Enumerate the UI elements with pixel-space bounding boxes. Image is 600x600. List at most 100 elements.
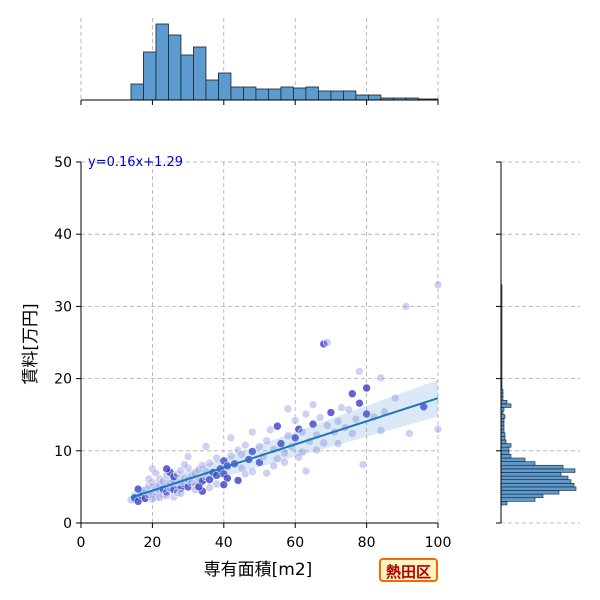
scatter-point bbox=[301, 466, 311, 476]
y-tick-label: 10 bbox=[54, 444, 72, 460]
scatter-point bbox=[312, 445, 321, 455]
scatter-point bbox=[401, 302, 411, 311]
regression-line-group bbox=[130, 379, 439, 504]
scatter-point bbox=[348, 429, 357, 438]
scatter-point bbox=[180, 460, 189, 469]
scatter-point bbox=[348, 389, 357, 399]
x-tick-label: 80 bbox=[358, 535, 376, 551]
y-hist-bar bbox=[500, 454, 512, 459]
x-hist-bar bbox=[130, 83, 144, 101]
scatter-point bbox=[176, 489, 186, 498]
regression-confidence-band bbox=[130, 379, 439, 504]
scatter-point bbox=[262, 436, 271, 445]
scatter-point bbox=[194, 465, 204, 474]
scatter-point bbox=[240, 440, 250, 450]
x-tick-label: 40 bbox=[215, 535, 233, 551]
x-tick-label: 20 bbox=[143, 535, 161, 551]
regression-equation-label: y=0.16x+1.29 bbox=[88, 155, 183, 170]
x-hist-bar bbox=[205, 79, 219, 101]
scatter-point bbox=[205, 483, 214, 492]
y-hist-bar bbox=[500, 464, 564, 470]
y-hist-bar bbox=[500, 472, 562, 477]
y-tick-label: 40 bbox=[54, 227, 72, 243]
scatter-point bbox=[183, 463, 193, 473]
scatter-point bbox=[362, 383, 371, 393]
scatter-point bbox=[280, 458, 289, 467]
x-hist-bar bbox=[168, 34, 182, 101]
scatter-point bbox=[233, 445, 243, 455]
scatter-point bbox=[162, 491, 171, 500]
scatter-point bbox=[205, 458, 214, 468]
scatter-point bbox=[144, 474, 154, 484]
x-hist-bar bbox=[355, 94, 369, 101]
scatter-point bbox=[255, 442, 264, 451]
x-tick-label: 100 bbox=[425, 535, 452, 551]
scatter-point bbox=[183, 452, 193, 461]
scatter-point bbox=[294, 452, 304, 462]
x-hist-bar bbox=[318, 90, 332, 101]
y-tick-label: 20 bbox=[54, 372, 72, 388]
y-hist-bar bbox=[500, 501, 508, 506]
scatter-point bbox=[248, 467, 257, 477]
scatter-point bbox=[226, 433, 236, 443]
scatter-point bbox=[262, 468, 271, 478]
regression-line bbox=[130, 397, 439, 499]
y-hist-bar bbox=[500, 493, 544, 499]
x-hist-bar bbox=[218, 72, 232, 101]
y-hist-bar bbox=[500, 457, 526, 462]
scatter-point bbox=[133, 484, 143, 494]
y-hist-bar bbox=[500, 450, 510, 455]
scatter-point bbox=[248, 427, 257, 437]
scatter-point bbox=[433, 424, 443, 434]
x-hist-bar bbox=[243, 86, 257, 101]
scatter-point bbox=[333, 416, 343, 426]
y-hist-bar bbox=[500, 479, 572, 484]
x-tick-label: 60 bbox=[286, 535, 304, 551]
scatter-point bbox=[173, 469, 182, 479]
scatter-point bbox=[273, 454, 282, 464]
scatter-point bbox=[298, 447, 307, 457]
scatter-point bbox=[201, 442, 211, 451]
y-hist-bar bbox=[500, 475, 569, 480]
scatter-point bbox=[237, 450, 246, 459]
scatter-point bbox=[155, 493, 164, 503]
scatter-point bbox=[290, 416, 300, 425]
scatter-point bbox=[169, 492, 179, 502]
scatter-point bbox=[337, 403, 346, 412]
y-hist-bar bbox=[500, 446, 510, 452]
y-hist-bar bbox=[500, 482, 575, 488]
y-hist-bar bbox=[500, 443, 512, 448]
scatter-point bbox=[283, 404, 293, 414]
x-tick-label: 0 bbox=[77, 535, 86, 551]
scatter-point bbox=[376, 373, 386, 383]
x-hist-bar bbox=[255, 88, 269, 101]
scatter-point bbox=[298, 427, 307, 437]
scatter-point bbox=[301, 409, 311, 419]
y-hist-bar bbox=[500, 432, 506, 437]
scatter-point bbox=[273, 421, 282, 431]
scatter-point bbox=[315, 413, 325, 422]
ward-badge: 熱田区 bbox=[379, 558, 439, 582]
scatter-point bbox=[265, 425, 275, 435]
y-hist-bar bbox=[500, 403, 512, 408]
y-hist-bar bbox=[500, 399, 508, 405]
y-hist-bar bbox=[500, 461, 536, 466]
scatter-point bbox=[226, 451, 236, 461]
scatter-point bbox=[248, 447, 257, 456]
scatter-point bbox=[376, 426, 386, 435]
x-hist-bar bbox=[305, 86, 319, 101]
scatter-points bbox=[126, 280, 443, 506]
scatter-point bbox=[198, 460, 207, 470]
x-hist-bar bbox=[330, 90, 344, 101]
x-axis-title: 専有面積[m2] bbox=[204, 560, 313, 580]
x-hist-bar bbox=[280, 86, 294, 101]
x-marginal-histogram bbox=[130, 23, 439, 101]
y-hist-bar bbox=[500, 486, 577, 491]
x-hist-bar bbox=[342, 90, 357, 101]
scatter-point bbox=[280, 448, 289, 458]
axes bbox=[76, 99, 502, 528]
x-hist-bar bbox=[268, 88, 282, 101]
scatter-point bbox=[169, 472, 179, 482]
tick-labels: 0 20 40 60 80 100 0 10 20 30 40 50 bbox=[54, 155, 451, 551]
x-hist-bar bbox=[155, 23, 169, 101]
